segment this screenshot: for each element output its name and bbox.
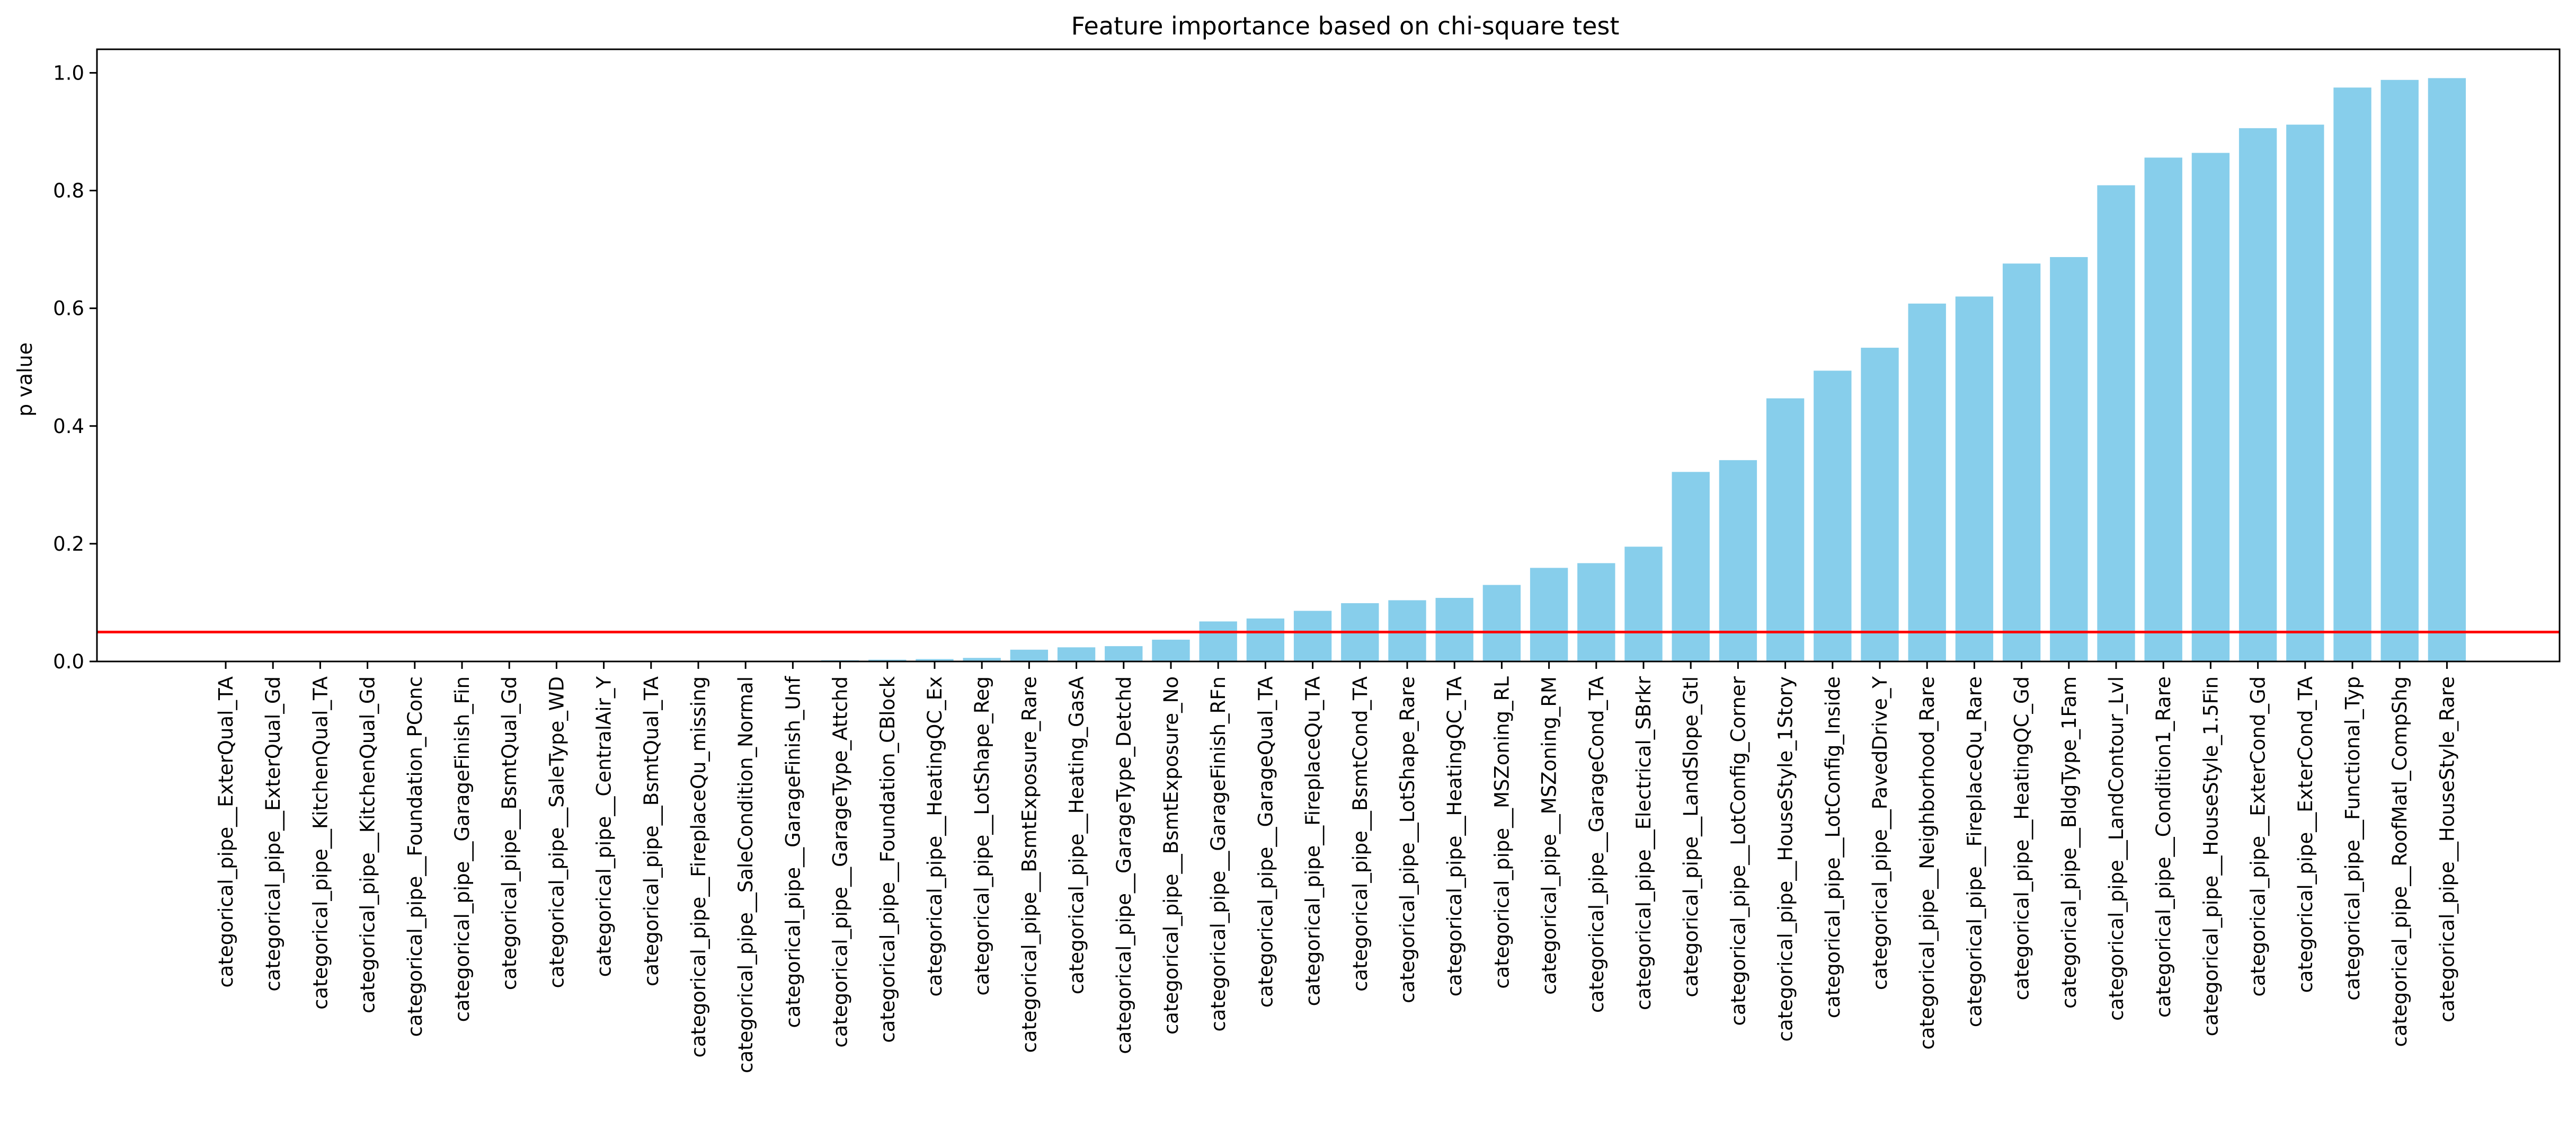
y-axis-label: p value	[13, 342, 37, 417]
x-tick-label: categorical_pipe__SaleType_WD	[545, 676, 568, 988]
x-tick-label: categorical_pipe__RoofMatl_CompShg	[2388, 676, 2411, 1047]
x-tick-label: categorical_pipe__Heating_GasA	[1065, 676, 1088, 994]
x-tick-label: categorical_pipe__BsmtQual_Gd	[498, 676, 521, 990]
x-tick-label: categorical_pipe__BsmtExposure_No	[1160, 676, 1183, 1035]
y-tick-label: 0.0	[53, 650, 84, 673]
x-tick-label: categorical_pipe__CentralAir_Y	[593, 676, 616, 977]
chart-title: Feature importance based on chi-square t…	[1071, 12, 1620, 40]
x-tick-label: categorical_pipe__HouseStyle_1Story	[1774, 676, 1797, 1041]
category-labels-layer: categorical_pipe__ExterQual_TA categorica…	[215, 661, 2458, 1073]
bar	[2286, 125, 2324, 662]
x-tick-label: categorical_pipe__BldgType_1Fam	[2058, 676, 2081, 1009]
x-tick-label: categorical_pipe__LotConfig_Corner	[1727, 676, 1749, 1026]
y-tick-label: 0.2	[53, 533, 84, 555]
x-tick-label: categorical_pipe__Neighborhood_Rare	[1916, 676, 1939, 1050]
x-tick-label: categorical_pipe__GarageType_Detchd	[1113, 676, 1135, 1054]
x-tick-label: categorical_pipe__LotShape_Rare	[1396, 676, 1419, 1003]
x-tick-label: categorical_pipe__FireplaceQu_Rare	[1963, 676, 1986, 1027]
y-tick-label: 1.0	[53, 61, 84, 84]
x-tick-label: categorical_pipe__HeatingQC_Gd	[2011, 676, 2033, 1000]
y-tick-layer: 0.0 0.2 0.4 0.6 0.8 1.0	[53, 61, 97, 673]
bar	[1955, 296, 1994, 661]
bar	[2002, 263, 2041, 661]
x-tick-label: categorical_pipe__LandContour_Lvl	[2105, 676, 2128, 1021]
x-tick-label: categorical_pipe__ExterCond_TA	[2294, 676, 2317, 993]
x-tick-label: categorical_pipe__ExterQual_Gd	[262, 676, 285, 992]
x-tick-label: categorical_pipe__MSZoning_RL	[1490, 676, 1513, 989]
x-tick-label: categorical_pipe__ExterQual_TA	[215, 676, 237, 988]
x-tick-label: categorical_pipe__HeatingQC_TA	[1443, 676, 1466, 996]
bar	[2380, 80, 2419, 661]
bar	[916, 659, 954, 661]
x-tick-label: categorical_pipe__GarageFinish_Unf	[781, 676, 804, 1028]
x-tick-label: categorical_pipe__SaleCondition_Normal	[734, 676, 757, 1073]
bar	[963, 658, 1001, 661]
x-tick-label: categorical_pipe__KitchenQual_TA	[309, 676, 332, 1010]
bar	[1719, 460, 1757, 661]
bar	[1482, 585, 1521, 661]
y-tick-label: 0.8	[53, 180, 84, 202]
y-tick-label: 0.4	[53, 415, 84, 438]
x-tick-label: categorical_pipe__LandSlope_Gtl	[1680, 676, 1702, 997]
x-tick-label: categorical_pipe__BsmtExposure_Rare	[1018, 676, 1041, 1053]
x-tick-label: categorical_pipe__GarageFinish_Fin	[451, 676, 474, 1022]
bar	[1199, 621, 1237, 661]
bar	[2333, 87, 2371, 661]
y-tick-label: 0.6	[53, 297, 84, 320]
bar	[1577, 563, 1615, 661]
x-tick-label: categorical_pipe__KitchenQual_Gd	[357, 676, 379, 1013]
bars-layer	[726, 78, 2466, 662]
bar	[1766, 398, 1805, 661]
bar	[1672, 472, 1710, 661]
bar	[2144, 157, 2182, 661]
x-tick-label: categorical_pipe__ExterCond_Gd	[2247, 676, 2270, 997]
bar	[1624, 546, 1663, 661]
bar	[2050, 257, 2088, 661]
x-tick-label: categorical_pipe__GarageCond_TA	[1585, 676, 1608, 1013]
bar	[1435, 598, 1473, 661]
x-tick-label: categorical_pipe__FireplaceQu_TA	[1302, 676, 1325, 1006]
bar	[1530, 568, 1568, 661]
bar	[1057, 647, 1096, 661]
x-tick-label: categorical_pipe__GarageFinish_RFn	[1207, 676, 1230, 1031]
bar	[1010, 649, 1049, 661]
x-tick-label: categorical_pipe__Electrical_SBrkr	[1632, 676, 1655, 1010]
bar	[2191, 153, 2230, 661]
x-tick-label: categorical_pipe__GarageType_Attchd	[829, 676, 852, 1048]
x-tick-label: categorical_pipe__MSZoning_RM	[1538, 676, 1561, 995]
bar	[1152, 639, 1190, 661]
x-tick-label: categorical_pipe__LotShape_Reg	[971, 676, 993, 995]
x-tick-label: categorical_pipe__FireplaceQu_missing	[687, 676, 710, 1057]
bar	[2428, 78, 2466, 662]
x-tick-label: categorical_pipe__Condition1_Rare	[2152, 676, 2175, 1018]
plot-frame	[96, 48, 2561, 663]
x-tick-label: categorical_pipe__Foundation_CBlock	[876, 676, 899, 1043]
bar	[2097, 185, 2135, 661]
bar	[2239, 128, 2277, 661]
x-tick-label: categorical_pipe__LotConfig_Inside	[1822, 676, 1844, 1018]
bar	[1908, 303, 1946, 661]
x-tick-label: categorical_pipe__BsmtQual_TA	[640, 676, 663, 986]
bar	[1105, 646, 1143, 661]
x-tick-label: categorical_pipe__HouseStyle_Rare	[2436, 676, 2458, 1022]
bar	[1293, 611, 1332, 661]
x-tick-label: categorical_pipe__BsmtCond_TA	[1349, 676, 1372, 992]
x-tick-label: categorical_pipe__PavedDrive_Y	[1869, 676, 1891, 990]
bar	[1246, 618, 1285, 661]
bar	[1861, 348, 1899, 661]
x-tick-label: categorical_pipe__HouseStyle_1.5Fin	[2199, 676, 2222, 1036]
x-tick-label: categorical_pipe__HeatingQC_Ex	[923, 676, 946, 996]
bar	[868, 659, 907, 661]
x-tick-label: categorical_pipe__GarageQual_TA	[1254, 676, 1277, 1008]
x-tick-label: categorical_pipe__Foundation_PConc	[404, 676, 427, 1037]
bar	[1814, 370, 1852, 661]
x-tick-label: categorical_pipe__Functional_Typ	[2341, 676, 2364, 1001]
